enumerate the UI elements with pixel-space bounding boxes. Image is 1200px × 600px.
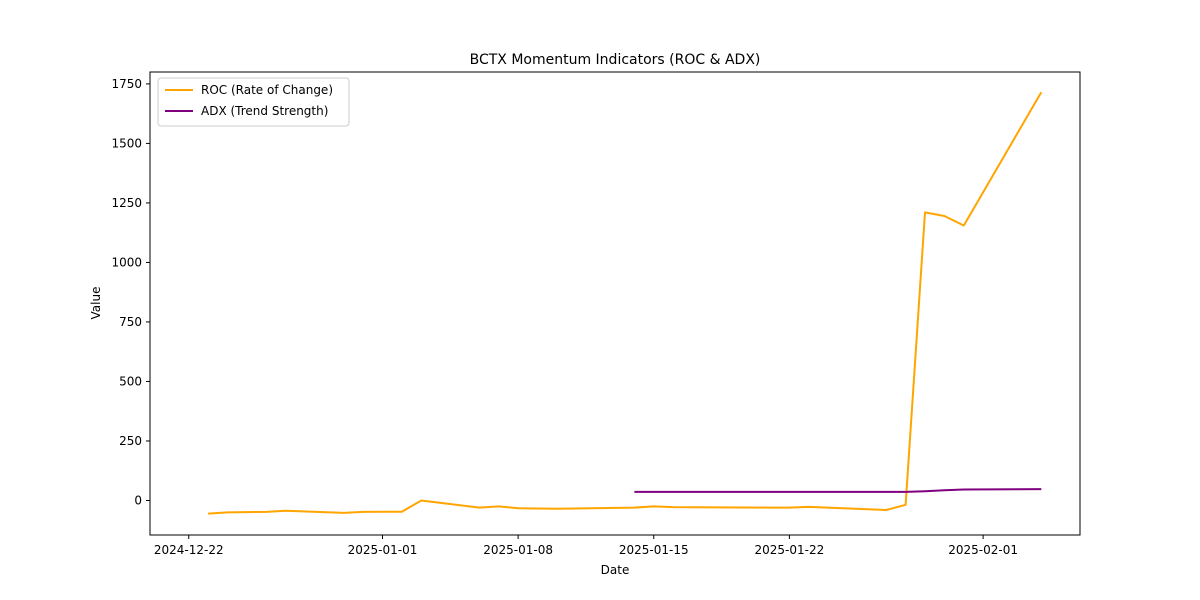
x-axis-label: Date: [601, 563, 630, 577]
plot-marks: [208, 91, 1043, 515]
y-tick-label: 1000: [111, 255, 142, 269]
legend-label-adx: ADX (Trend Strength): [201, 104, 328, 118]
y-tick-label: 0: [134, 493, 142, 507]
y-axis: 0 250 500 750 1000 1250 1500 1750: [111, 77, 150, 507]
y-tick-label: 1250: [111, 196, 142, 210]
x-axis: 2024-12-22 2025-01-01 2025-01-08 2025-01-15…: [154, 535, 1018, 557]
x-tick-label: 2025-01-22: [755, 543, 825, 557]
series-line-adx: [634, 488, 1042, 493]
x-tick-label: 2024-12-22: [154, 543, 224, 557]
y-tick-label: 750: [119, 315, 142, 329]
legend: ROC (Rate of Change) ADX (Trend Strength): [157, 77, 350, 127]
x-tick-label: 2025-01-08: [483, 543, 553, 557]
y-tick-label: 1500: [111, 136, 142, 150]
y-tick-label: 500: [119, 374, 142, 388]
x-tick-label: 2025-02-01: [948, 543, 1018, 557]
x-tick-label: 2025-01-15: [619, 543, 689, 557]
y-tick-label: 250: [119, 434, 142, 448]
y-axis-label: Value: [89, 287, 103, 320]
legend-box: [157, 77, 350, 127]
plot-frame: [149, 71, 1081, 536]
chart-title: BCTX Momentum Indicators (ROC & ADX): [470, 52, 761, 68]
series-line-roc: [208, 91, 1043, 515]
x-tick-label: 2025-01-01: [348, 543, 418, 557]
y-tick-label: 1750: [111, 77, 142, 91]
legend-label-roc: ROC (Rate of Change): [201, 83, 333, 97]
